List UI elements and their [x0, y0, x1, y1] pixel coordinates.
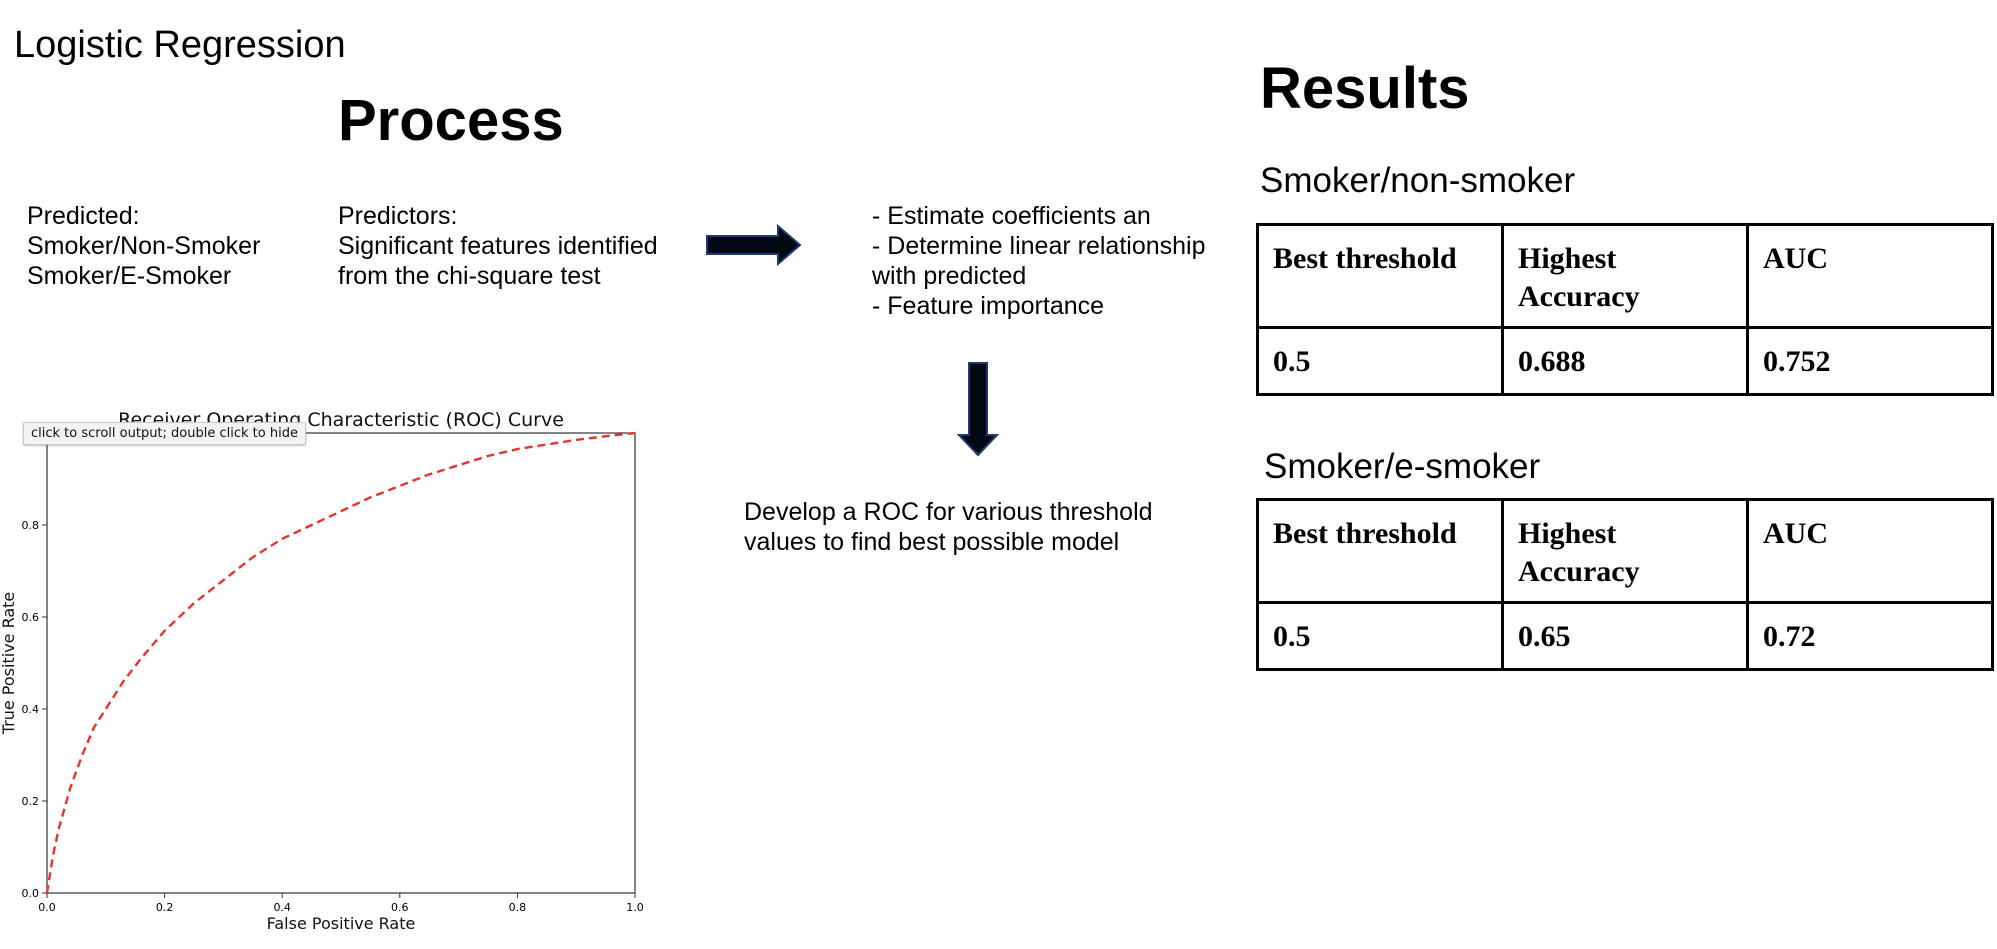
x-tick-label: 1.0: [626, 901, 644, 914]
table-subtitle-non-smoker: Smoker/non-smoker: [1260, 161, 1576, 200]
down-arrow-icon: [956, 362, 1000, 457]
value-highest-accuracy: 0.688: [1501, 326, 1749, 396]
develop-roc-text: Develop a ROC for various threshold valu…: [744, 498, 1153, 556]
value-best-threshold: 0.5: [1256, 326, 1504, 396]
header-auc: AUC: [1746, 498, 1994, 604]
results-table-e-smoker: Best threshold Highest Accuracy AUC 0.5 …: [1256, 498, 1994, 671]
right-arrow-icon: [706, 223, 802, 267]
y-tick-label: 0.8: [22, 519, 40, 532]
results-heading: Results: [1260, 56, 1470, 121]
scroll-output-tooltip[interactable]: click to scroll output; double click to …: [23, 422, 306, 445]
value-auc: 0.752: [1746, 326, 1994, 396]
roc-curve-line: [45, 431, 636, 894]
x-axis-label: False Positive Rate: [267, 914, 416, 933]
y-axis-label: True Positive Rate: [0, 592, 18, 736]
header-best-threshold: Best threshold: [1256, 498, 1504, 604]
predictors-text: Predictors: Significant features identif…: [338, 202, 658, 290]
results-table-non-smoker: Best threshold Highest Accuracy AUC 0.5 …: [1256, 223, 1994, 396]
slide-title: Logistic Regression: [14, 24, 346, 66]
header-best-threshold: Best threshold: [1256, 223, 1504, 329]
x-tick-label: 0.6: [391, 901, 409, 914]
x-tick-label: 0.0: [38, 901, 56, 914]
header-highest-accuracy: Highest Accuracy: [1501, 223, 1749, 329]
y-tick-label: 0.0: [22, 887, 40, 900]
process-heading: Process: [338, 88, 564, 153]
plot-frame: [46, 432, 636, 894]
value-best-threshold: 0.5: [1256, 601, 1504, 671]
x-tick-label: 0.4: [273, 901, 291, 914]
value-auc: 0.72: [1746, 601, 1994, 671]
y-tick-label: 0.2: [22, 795, 40, 808]
header-highest-accuracy: Highest Accuracy: [1501, 498, 1749, 604]
x-tick-label: 0.2: [156, 901, 174, 914]
value-highest-accuracy: 0.65: [1501, 601, 1749, 671]
y-tick-label: 0.6: [22, 611, 40, 624]
modeling-steps-text: - Estimate coefficients an - Determine l…: [872, 202, 1206, 320]
y-tick-label: 0.4: [22, 703, 40, 716]
predicted-text: Predicted: Smoker/Non-Smoker Smoker/E-Sm…: [27, 202, 261, 290]
header-auc: AUC: [1746, 223, 1994, 329]
table-subtitle-e-smoker: Smoker/e-smoker: [1264, 447, 1541, 486]
x-tick-label: 0.8: [509, 901, 527, 914]
